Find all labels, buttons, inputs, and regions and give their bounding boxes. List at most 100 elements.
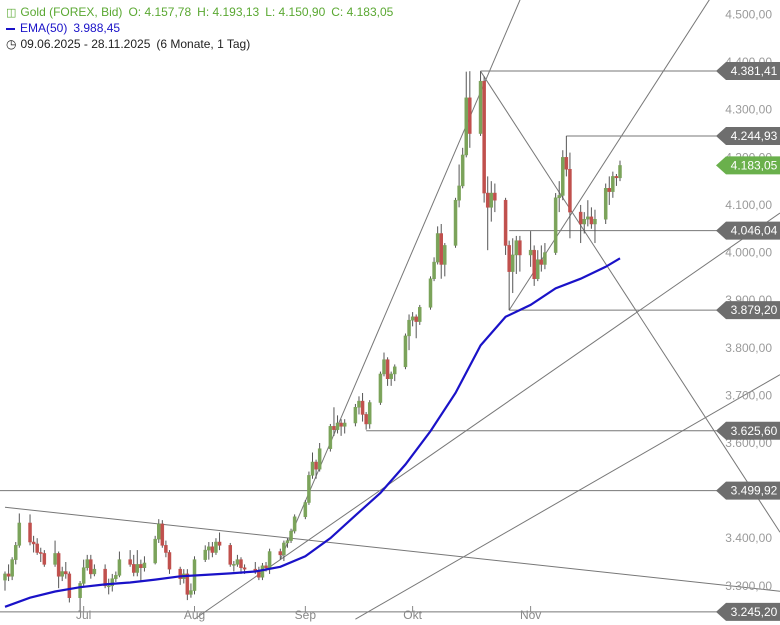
candle-body bbox=[314, 461, 318, 470]
candle bbox=[342, 419, 347, 434]
trend-line bbox=[279, 0, 521, 560]
candle bbox=[618, 160, 622, 182]
candle bbox=[593, 209, 597, 244]
candle-body bbox=[164, 545, 168, 553]
candle bbox=[443, 243, 447, 277]
candle-body bbox=[114, 575, 118, 579]
candle bbox=[407, 314, 411, 351]
open-value: O: 4.157,78 bbox=[128, 5, 192, 19]
level-price-tag: 4.244,93 bbox=[716, 126, 780, 145]
candle-body bbox=[228, 545, 233, 565]
candle-body bbox=[435, 233, 440, 263]
candle bbox=[28, 514, 32, 546]
candle-body bbox=[128, 559, 132, 565]
candle-body bbox=[414, 316, 418, 322]
candle bbox=[310, 452, 315, 479]
candle-body bbox=[428, 278, 433, 308]
candle-body bbox=[507, 245, 511, 272]
candle-body bbox=[364, 414, 368, 425]
candle-body bbox=[239, 559, 243, 568]
candle bbox=[278, 548, 283, 560]
candle bbox=[493, 183, 497, 213]
candle-body bbox=[543, 252, 547, 265]
price-tags: 4.381,41 4.244,93 4.046,04 3.879,20 3.625,60… bbox=[716, 61, 780, 621]
candle-body bbox=[568, 168, 572, 213]
candle-body bbox=[3, 573, 7, 581]
candle-body bbox=[303, 502, 308, 518]
candle bbox=[568, 152, 572, 239]
candle bbox=[67, 571, 72, 603]
candle-body bbox=[106, 585, 111, 588]
horizontal-levels bbox=[0, 70, 780, 613]
candle bbox=[578, 204, 583, 244]
candle-body bbox=[235, 559, 240, 565]
candle-body bbox=[593, 218, 597, 225]
level-price-tag: 3.879,20 bbox=[716, 301, 780, 320]
candle-body bbox=[439, 233, 443, 265]
candle bbox=[528, 231, 533, 267]
candle-body bbox=[378, 373, 383, 403]
candle-body bbox=[289, 530, 293, 541]
candle bbox=[60, 566, 64, 582]
candle-body bbox=[67, 573, 72, 598]
candle bbox=[485, 176, 490, 251]
candle bbox=[106, 578, 111, 595]
candle-body bbox=[210, 546, 215, 553]
candle bbox=[39, 547, 43, 563]
candle bbox=[92, 564, 97, 577]
candle-body bbox=[335, 422, 340, 430]
candle-body bbox=[485, 192, 490, 208]
last-price-tag: 4.183,05 bbox=[716, 156, 780, 175]
candle-body bbox=[103, 568, 107, 587]
last-price-tag-label: 4.183,05 bbox=[731, 158, 778, 172]
y-tick-label: 3.400,00 bbox=[725, 531, 772, 545]
candle-body bbox=[528, 249, 533, 256]
candle bbox=[203, 545, 207, 563]
level-price-tag-label: 3.499,92 bbox=[731, 484, 778, 498]
candle bbox=[460, 147, 465, 189]
candle bbox=[292, 514, 297, 534]
candle-body bbox=[482, 80, 486, 194]
candle bbox=[335, 415, 340, 434]
candle-body bbox=[460, 154, 465, 187]
candle bbox=[53, 540, 57, 567]
candle-body bbox=[607, 188, 612, 192]
candle-body bbox=[328, 426, 333, 449]
candle bbox=[307, 471, 311, 505]
candle-body bbox=[78, 583, 82, 598]
candle bbox=[432, 257, 436, 282]
candle bbox=[557, 181, 561, 213]
candle bbox=[317, 442, 322, 472]
candle bbox=[239, 557, 243, 574]
candle-body bbox=[89, 559, 93, 575]
trend-line bbox=[355, 374, 780, 620]
candle bbox=[257, 566, 261, 581]
candle bbox=[607, 176, 612, 205]
trend-lines bbox=[4, 0, 780, 620]
candle-body bbox=[260, 565, 265, 578]
last-price-tag-shape bbox=[716, 156, 780, 175]
level-price-tag-shape bbox=[716, 301, 780, 320]
candle-body bbox=[468, 97, 472, 134]
candle bbox=[453, 197, 458, 248]
candle bbox=[10, 557, 14, 581]
range-header: ◷ 09.06.2025 - 28.11.2025 (6 Monate, 1 Tag… bbox=[6, 36, 256, 52]
candle bbox=[260, 562, 265, 581]
date-range: 09.06.2025 - 28.11.2025 bbox=[20, 37, 151, 51]
candle-body bbox=[518, 240, 522, 256]
candle bbox=[78, 581, 82, 611]
x-tick-label: Jul bbox=[76, 608, 91, 622]
candle bbox=[210, 542, 215, 558]
candle bbox=[489, 181, 494, 222]
candle bbox=[385, 357, 390, 386]
candle-body bbox=[603, 188, 608, 220]
candle-body bbox=[307, 475, 311, 503]
candle-body bbox=[557, 195, 561, 199]
y-tick-label: 4.100,00 bbox=[725, 198, 772, 212]
candle bbox=[110, 573, 115, 592]
candle bbox=[364, 412, 368, 430]
candle bbox=[403, 333, 408, 370]
candle bbox=[31, 535, 36, 553]
candle-body bbox=[167, 552, 172, 570]
